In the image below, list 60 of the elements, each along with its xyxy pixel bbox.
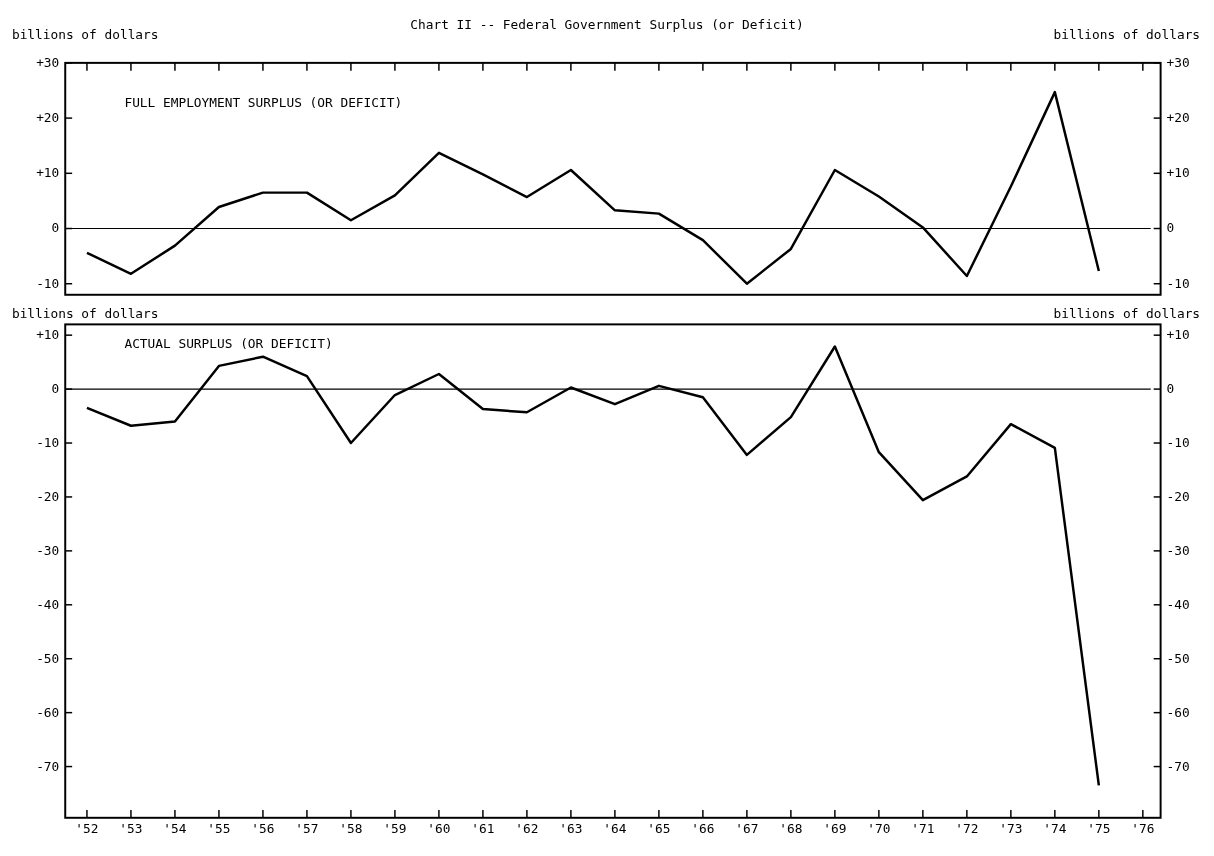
x-tick-label: '68 <box>779 820 803 836</box>
y-tick-label: 0 <box>51 220 60 236</box>
y2-tick-label: -10 <box>1166 434 1190 450</box>
y2-tick-label: -40 <box>1166 596 1190 612</box>
y2-tick-label: -20 <box>1166 488 1190 504</box>
x-tick-label: '55 <box>207 820 231 836</box>
y-tick-label: -30 <box>36 542 60 558</box>
x-tick-label: '58 <box>339 820 363 836</box>
text: FULL EMPLOYMENT SURPLUS (OR DEFICIT) <box>124 95 403 111</box>
y-tick-label: -70 <box>36 758 60 774</box>
y-axis-title: billions of dollars <box>11 27 159 43</box>
y2-tick-label: 0 <box>1166 220 1175 236</box>
y-tick-label: -60 <box>36 704 60 720</box>
y2-tick-label: -10 <box>1166 275 1190 291</box>
x-tick-label: '70 <box>867 820 891 836</box>
x-tick-label: '66 <box>691 820 715 836</box>
y2-tick-label: +10 <box>1166 327 1190 343</box>
y2-tick-label: +20 <box>1166 110 1190 126</box>
x-tick-label: '60 <box>427 820 451 836</box>
x-tick-label: '54 <box>163 820 187 836</box>
x-tick-label: '56 <box>251 820 275 836</box>
y-tick-label: 0 <box>51 381 60 397</box>
y2-tick-label: -30 <box>1166 542 1190 558</box>
chart-title: Chart II -- Federal Government Surplus (or Deficit) <box>410 17 804 33</box>
y-axis-title: billions of dollars <box>11 306 159 322</box>
y-tick-label: -20 <box>36 488 60 504</box>
y-tick-label: +10 <box>36 165 60 181</box>
y-tick-label: +20 <box>36 110 60 126</box>
y-tick-label: -50 <box>36 650 60 666</box>
series-label: ACTUAL SURPLUS (OR DEFICIT) <box>124 336 333 352</box>
x-tick-label: '62 <box>515 820 539 836</box>
x-tick-label: '75 <box>1087 820 1111 836</box>
x-tick-label: '67 <box>735 820 759 836</box>
y2-tick-label: -50 <box>1166 650 1190 666</box>
y2-tick-label: -70 <box>1166 758 1190 774</box>
x-tick-label: '59 <box>383 820 407 836</box>
x-tick-label: '64 <box>603 820 627 836</box>
x-tick-label: '63 <box>559 820 583 836</box>
x-tick-label: '71 <box>911 820 935 836</box>
x-tick-label: '53 <box>119 820 143 836</box>
y-tick-label: -10 <box>36 275 60 291</box>
y2-tick-label: +30 <box>1166 54 1190 70</box>
y-tick-label: +10 <box>36 327 60 343</box>
y-tick-label: +30 <box>36 54 60 70</box>
x-tick-label: '69 <box>823 820 847 836</box>
x-tick-label: '74 <box>1043 820 1067 836</box>
y2-tick-label: 0 <box>1166 381 1175 397</box>
y2-axis-title: billions of dollars <box>1053 27 1201 43</box>
x-tick-label: '73 <box>999 820 1023 836</box>
y2-tick-label: +10 <box>1166 165 1190 181</box>
x-tick-label: '57 <box>295 820 319 836</box>
x-tick-label: '61 <box>471 820 495 836</box>
x-tick-label: '52 <box>75 820 99 836</box>
y2-axis-title: billions of dollars <box>1053 306 1201 322</box>
y2-tick-label: -60 <box>1166 704 1190 720</box>
x-tick-label: '65 <box>647 820 671 836</box>
y-tick-label: -10 <box>36 434 60 450</box>
y-tick-label: -40 <box>36 596 60 612</box>
x-tick-label: '76 <box>1131 820 1155 836</box>
x-tick-label: '72 <box>955 820 979 836</box>
